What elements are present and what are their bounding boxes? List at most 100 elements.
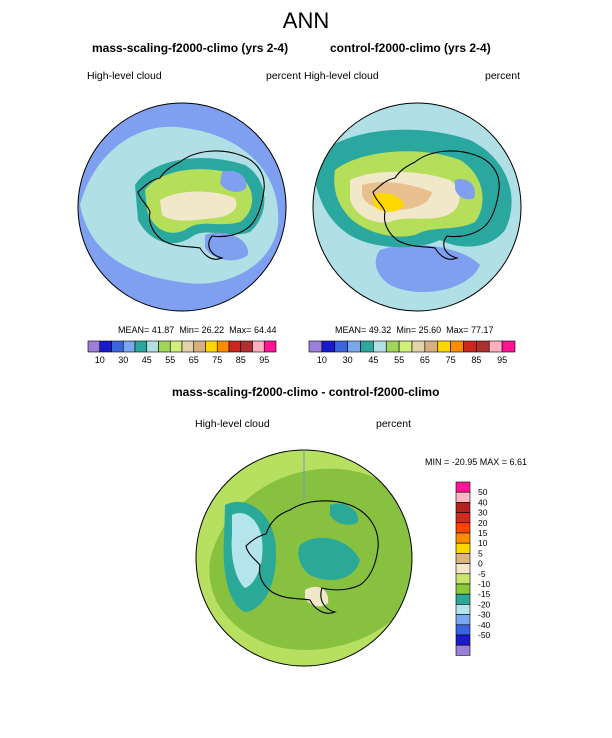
- colorbar-right-swatch: [450, 340, 464, 353]
- colorbar-diff-swatch: [455, 481, 471, 493]
- colorbar-left-tick-label: 85: [236, 355, 246, 365]
- colorbar-diff-tick-label: 50: [478, 487, 488, 497]
- colorbar-left-swatch: [240, 340, 253, 353]
- colorbar-left-swatch: [158, 340, 171, 353]
- map-c-teal-3: [330, 503, 359, 525]
- colorbar-diff-swatch: [455, 491, 471, 503]
- colorbar-right-tick-label: 75: [446, 355, 456, 365]
- colorbar-left-tick-label: 65: [189, 355, 199, 365]
- colorbar-right-swatch: [347, 340, 361, 353]
- colorbar-right: 10 30 45 55 65 75 85 95: [308, 340, 516, 365]
- map-b-yellow: [372, 193, 405, 212]
- colorbar-diff-swatch: [455, 583, 471, 595]
- map-b-east-blue: [455, 179, 475, 200]
- map-c-coastline: [245, 500, 379, 614]
- colorbar-right-tick-label: 95: [497, 355, 507, 365]
- map-a-border: [77, 102, 287, 312]
- colorbar-diff-swatch: [455, 553, 471, 564]
- stats-diff: MIN = -20.95 MAX = 6.61: [425, 457, 528, 467]
- colorbar-diff-tick-label: 15: [478, 528, 488, 538]
- colorbar-left-swatch: [216, 340, 230, 353]
- colorbar-right-tick-label: 45: [368, 355, 378, 365]
- variable-label-left: High-level cloud: [87, 70, 162, 82]
- colorbar-diff-tick-label: -40: [478, 620, 491, 630]
- colorbar-diff-tick-label: 20: [478, 518, 488, 528]
- map-c-light-region: [231, 512, 263, 588]
- colorbar-right-swatch: [360, 340, 374, 353]
- colorbar-left-swatch: [134, 340, 148, 353]
- colorbar-diff-swatch: [455, 563, 471, 575]
- stats-right: MEAN= 49.32 Min= 25.60 Max= 77.17: [335, 325, 494, 335]
- map-a-land-hi: [160, 191, 237, 221]
- colorbar-left-swatch: [99, 340, 112, 353]
- colorbar-diff-swatch: [455, 502, 471, 513]
- colorbar-right-swatch: [424, 340, 439, 353]
- map-difference: [196, 450, 412, 666]
- colorbar-left-swatch: [87, 340, 101, 353]
- colorbar-left-swatch: [181, 340, 195, 353]
- colorbar-diff-tick-label: 10: [478, 538, 488, 548]
- colorbar-left-tick-label: 10: [95, 355, 105, 365]
- map-c-teal-2: [298, 537, 360, 580]
- colorbar-right-swatch: [476, 340, 490, 353]
- colorbar-diff-swatch: [455, 634, 471, 646]
- colorbar-right-swatch: [488, 340, 503, 353]
- units-label-left: percent: [266, 70, 302, 82]
- units-label-right: percent: [485, 70, 521, 82]
- colorbar-left: 10 30 45 55 65 75 85 95: [87, 340, 277, 365]
- colorbar-diff-tick-label: -50: [478, 630, 491, 640]
- colorbar-diff-tick-label: -20: [478, 599, 491, 609]
- variable-label-right: High-level cloud: [304, 70, 379, 82]
- colorbar-left-tick-label: 30: [118, 355, 128, 365]
- colorbar-diff-tick-label: -5: [478, 569, 486, 579]
- colorbar-diff-swatch: [455, 614, 471, 626]
- colorbar-left-swatch: [169, 340, 183, 353]
- variable-label-diff: High-level cloud: [195, 418, 270, 430]
- colorbar-diff-swatch: [455, 573, 471, 585]
- colorbar-right-tick-label: 55: [394, 355, 404, 365]
- colorbar-right-tick-label: 10: [317, 355, 327, 365]
- colorbar-diff-swatch: [455, 593, 471, 605]
- colorbar-right-tick-label: 85: [471, 355, 481, 365]
- colorbar-diff-tick-label: -15: [478, 589, 491, 599]
- colorbar-right-swatch: [463, 340, 477, 353]
- colorbar-right-swatch: [398, 340, 413, 353]
- colorbar-left-tick-label: 95: [259, 355, 269, 365]
- colorbar-diff-swatch: [455, 542, 471, 554]
- colorbar-diff-tick-label: 0: [478, 559, 483, 569]
- colorbar-diff-tick-label: 40: [478, 497, 488, 507]
- colorbar-right-tick-label: 30: [343, 355, 353, 365]
- colorbar-left-swatch: [205, 340, 218, 353]
- map-mass-scaling: [78, 103, 286, 311]
- stats-left: MEAN= 41.87 Min= 26.22 Max= 64.44: [118, 325, 277, 335]
- colorbar-right-swatch: [334, 340, 348, 353]
- colorbar-right-swatch: [437, 340, 451, 353]
- colorbar-right-swatch: [501, 340, 516, 353]
- map-a-coastline: [137, 150, 265, 260]
- colorbar-diff-swatch: [455, 512, 471, 524]
- panel-title-left: mass-scaling-f2000-climo (yrs 2-4): [92, 41, 289, 55]
- panel-title-diff: mass-scaling-f2000-climo - control-f2000…: [172, 385, 440, 399]
- colorbar-diff-swatch: [455, 532, 471, 544]
- colorbar-left-swatch: [252, 340, 265, 353]
- colorbar-diff-swatch: [455, 604, 471, 615]
- colorbar-right-swatch: [308, 340, 323, 353]
- colorbar-left-swatch: [146, 340, 159, 353]
- colorbar-right-tick-label: 65: [420, 355, 430, 365]
- colorbar-left-swatch: [122, 340, 136, 353]
- map-b-coastline: [372, 150, 500, 260]
- colorbar-diff-tick-label: -10: [478, 579, 491, 589]
- units-label-diff: percent: [376, 418, 412, 430]
- colorbar-right-swatch: [373, 340, 387, 353]
- map-a-south-blue: [205, 232, 249, 261]
- colorbar-left-swatch: [228, 340, 242, 353]
- colorbar-left-swatch: [193, 340, 206, 353]
- colorbar-left-tick-label: 75: [212, 355, 222, 365]
- colorbar-diff-swatch: [455, 522, 471, 534]
- colorbar-right-swatch: [385, 340, 400, 353]
- colorbar-diff-swatch: [455, 644, 471, 656]
- colorbar-left-swatch: [263, 340, 277, 353]
- main-title: ANN: [282, 8, 330, 33]
